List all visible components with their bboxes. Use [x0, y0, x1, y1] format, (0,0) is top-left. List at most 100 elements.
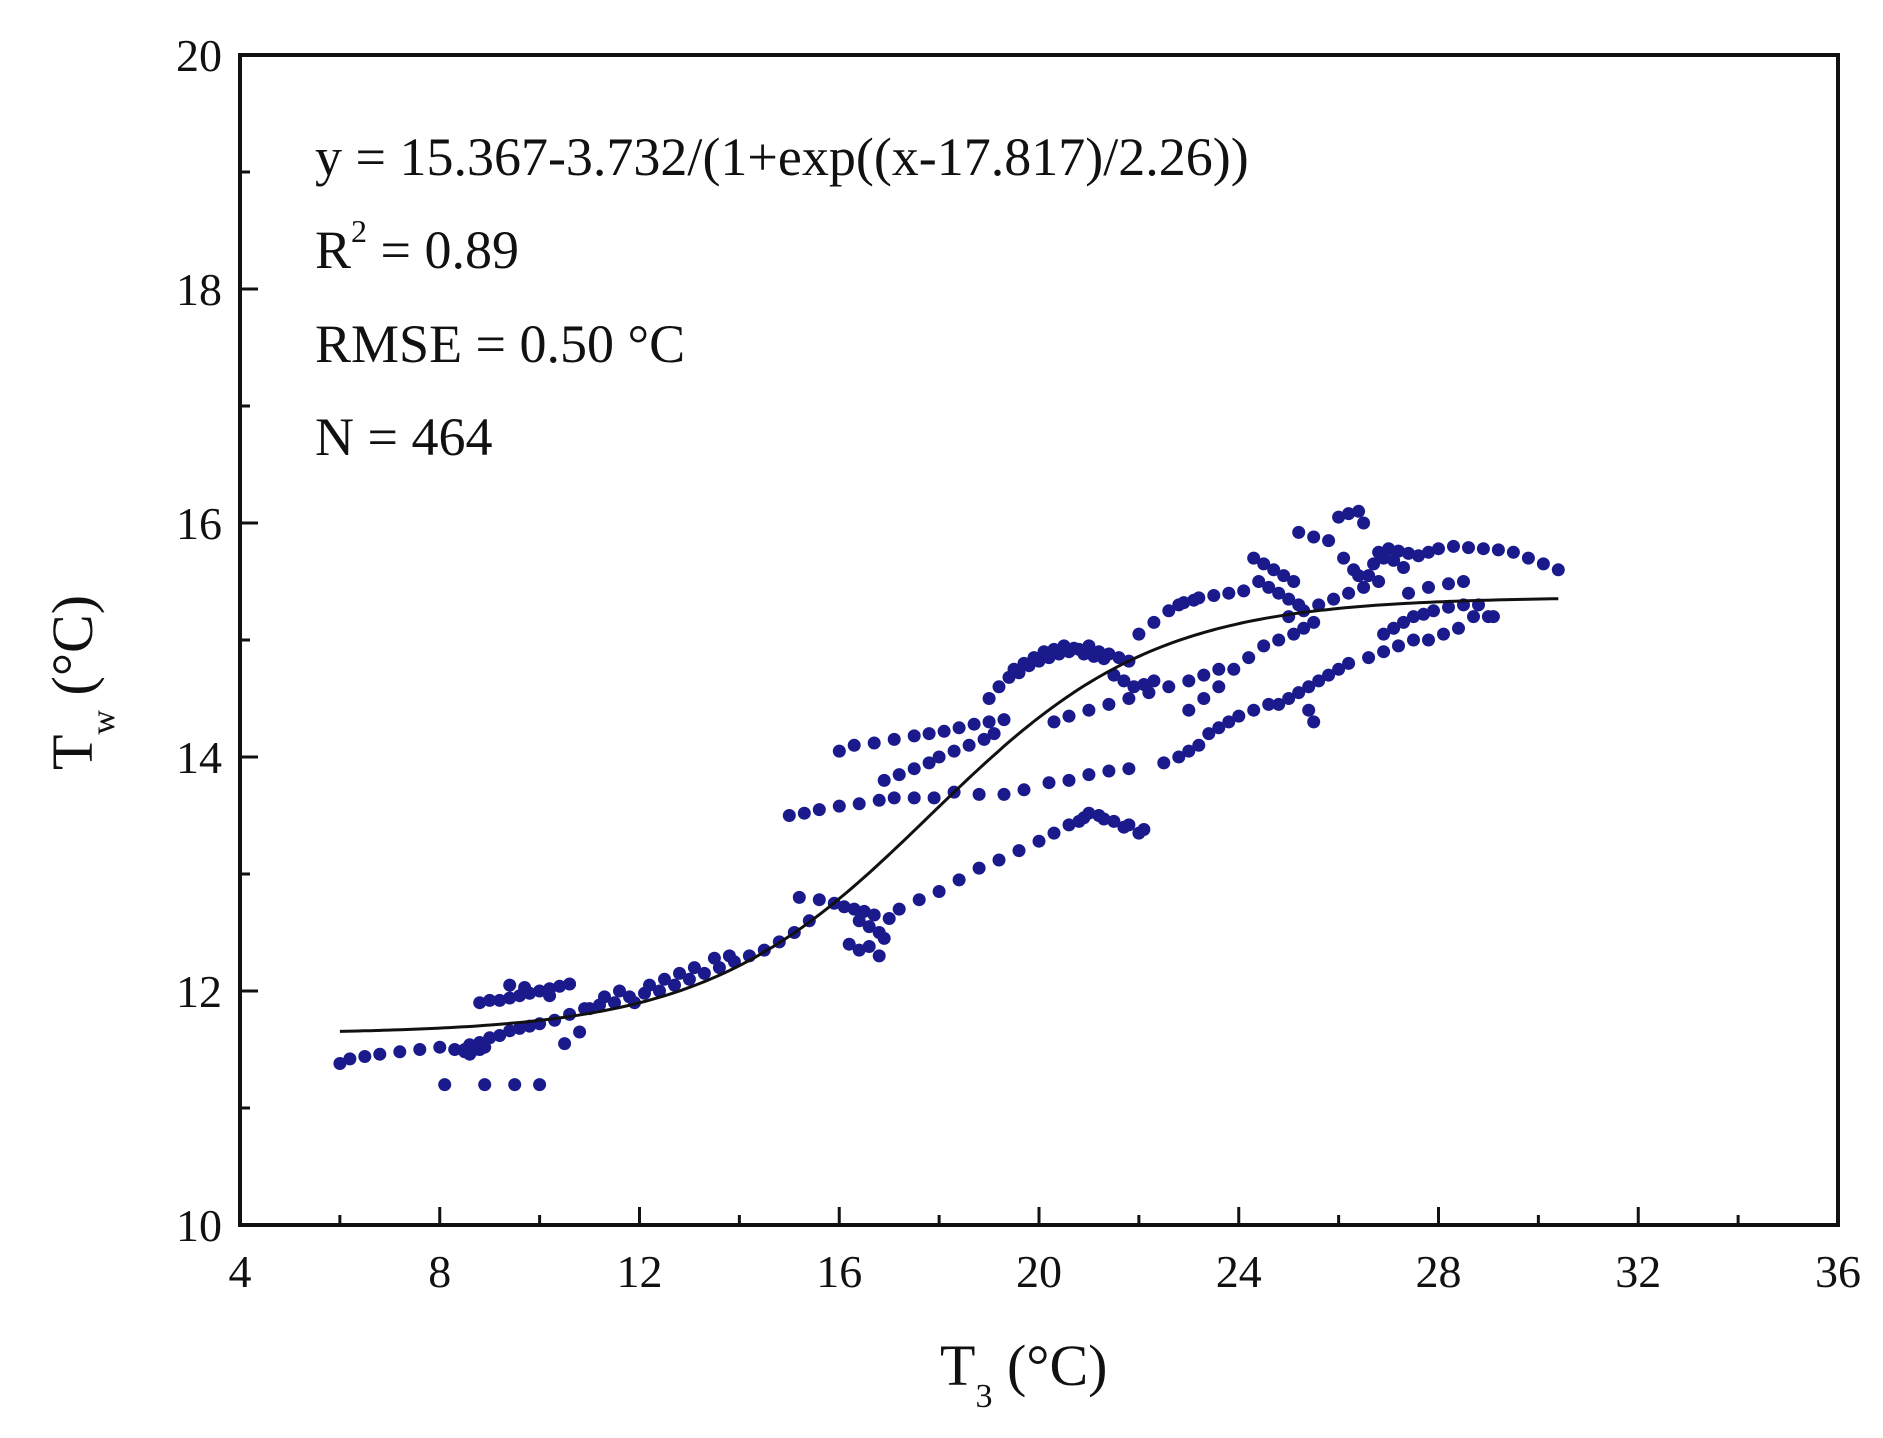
data-point [1297, 621, 1311, 635]
data-point [1212, 680, 1226, 694]
data-point [1432, 542, 1445, 556]
data-point [892, 902, 906, 916]
data-point [682, 972, 696, 986]
data-point [1252, 575, 1266, 588]
data-point [1122, 692, 1136, 705]
data-point [932, 885, 946, 898]
data-point [573, 1025, 587, 1039]
data-point [1032, 834, 1046, 848]
x-tick-label: 12 [617, 1246, 663, 1297]
fit-curve [339, 597, 1559, 1033]
data-point [1342, 656, 1356, 670]
data-point [1292, 525, 1306, 539]
x-axis: 4 8 12 16 20 24 28 32 36 [229, 1207, 1861, 1297]
data-point [1327, 592, 1341, 606]
x-tick-label: 8 [428, 1246, 451, 1297]
x-tick-label: 16 [816, 1246, 862, 1297]
data-point [533, 984, 547, 998]
y-axis-title-main: T [40, 735, 105, 770]
data-point [1122, 762, 1136, 776]
data-point [1422, 633, 1435, 647]
data-point [1007, 662, 1021, 676]
data-point [1072, 814, 1086, 828]
data-point [1132, 826, 1146, 840]
data-point [1062, 818, 1076, 832]
data-point [1282, 692, 1296, 705]
x-tick-label: 4 [229, 1246, 252, 1297]
data-point [1337, 551, 1351, 565]
data-point [1112, 651, 1126, 665]
data-point [613, 984, 626, 998]
data-point [867, 736, 881, 750]
data-point [887, 791, 901, 805]
data-point [518, 981, 532, 994]
data-point [1282, 592, 1296, 606]
data-point [927, 791, 941, 805]
data-point [1332, 510, 1346, 524]
y-axis-title-unit: (°C) [40, 595, 105, 710]
data-point [1367, 557, 1381, 571]
data-point [1162, 604, 1176, 618]
data-point [1102, 697, 1116, 711]
data-point [513, 1021, 527, 1035]
equation-annotation: y = 15.367-3.732/(1+exp((x-17.817)/2.26)… [315, 127, 1249, 187]
data-point [982, 715, 996, 729]
data-point [952, 873, 966, 887]
data-point [1147, 615, 1161, 629]
data-point [1047, 826, 1061, 840]
data-point [448, 1043, 462, 1056]
x-axis-title: T3 (°C) [940, 1333, 1107, 1415]
data-point [1476, 542, 1490, 556]
data-point [697, 966, 711, 980]
data-point [473, 996, 487, 1010]
n-annotation: N = 464 [315, 407, 492, 467]
data-point [1267, 563, 1281, 577]
x-tick-label: 36 [1815, 1246, 1861, 1297]
data-point [493, 1029, 507, 1042]
data-point [1551, 563, 1565, 577]
data-point [972, 861, 986, 875]
data-point [852, 914, 866, 928]
y-tick-label: 10 [176, 1200, 222, 1251]
data-point [687, 961, 701, 975]
data-point [413, 1043, 427, 1056]
y-tick-label: 14 [176, 732, 222, 783]
data-point [478, 1078, 492, 1092]
data-point [987, 727, 1001, 741]
data-point [1332, 662, 1346, 676]
data-point [797, 806, 811, 820]
data-point [1062, 709, 1076, 723]
data-point [1362, 569, 1376, 583]
data-point [947, 744, 961, 758]
data-point [907, 791, 921, 805]
data-point [1047, 715, 1061, 729]
data-point [1342, 507, 1356, 521]
y-tick-label: 20 [176, 30, 222, 81]
data-point [1462, 541, 1475, 555]
data-point [1377, 627, 1391, 641]
data-point [922, 756, 936, 770]
data-point [1342, 586, 1356, 600]
data-point [1182, 744, 1196, 758]
data-point [977, 732, 991, 746]
data-point [1357, 516, 1371, 530]
data-point [1197, 692, 1211, 705]
data-point [1372, 575, 1386, 588]
data-point [1027, 651, 1041, 665]
data-point [1062, 773, 1076, 787]
data-point [1422, 580, 1435, 594]
data-point [847, 738, 861, 752]
data-point [1397, 615, 1410, 629]
data-point [1407, 610, 1420, 624]
data-point [967, 717, 981, 731]
data-point [1202, 727, 1216, 741]
data-point [1272, 697, 1286, 711]
data-point [658, 972, 671, 986]
data-point [503, 991, 517, 1005]
data-point [1142, 686, 1156, 700]
data-point [1307, 530, 1321, 544]
data-point [1237, 584, 1251, 598]
data-point [832, 799, 846, 813]
data-point [543, 989, 557, 1003]
y-axis-title-sub: w [85, 710, 122, 735]
